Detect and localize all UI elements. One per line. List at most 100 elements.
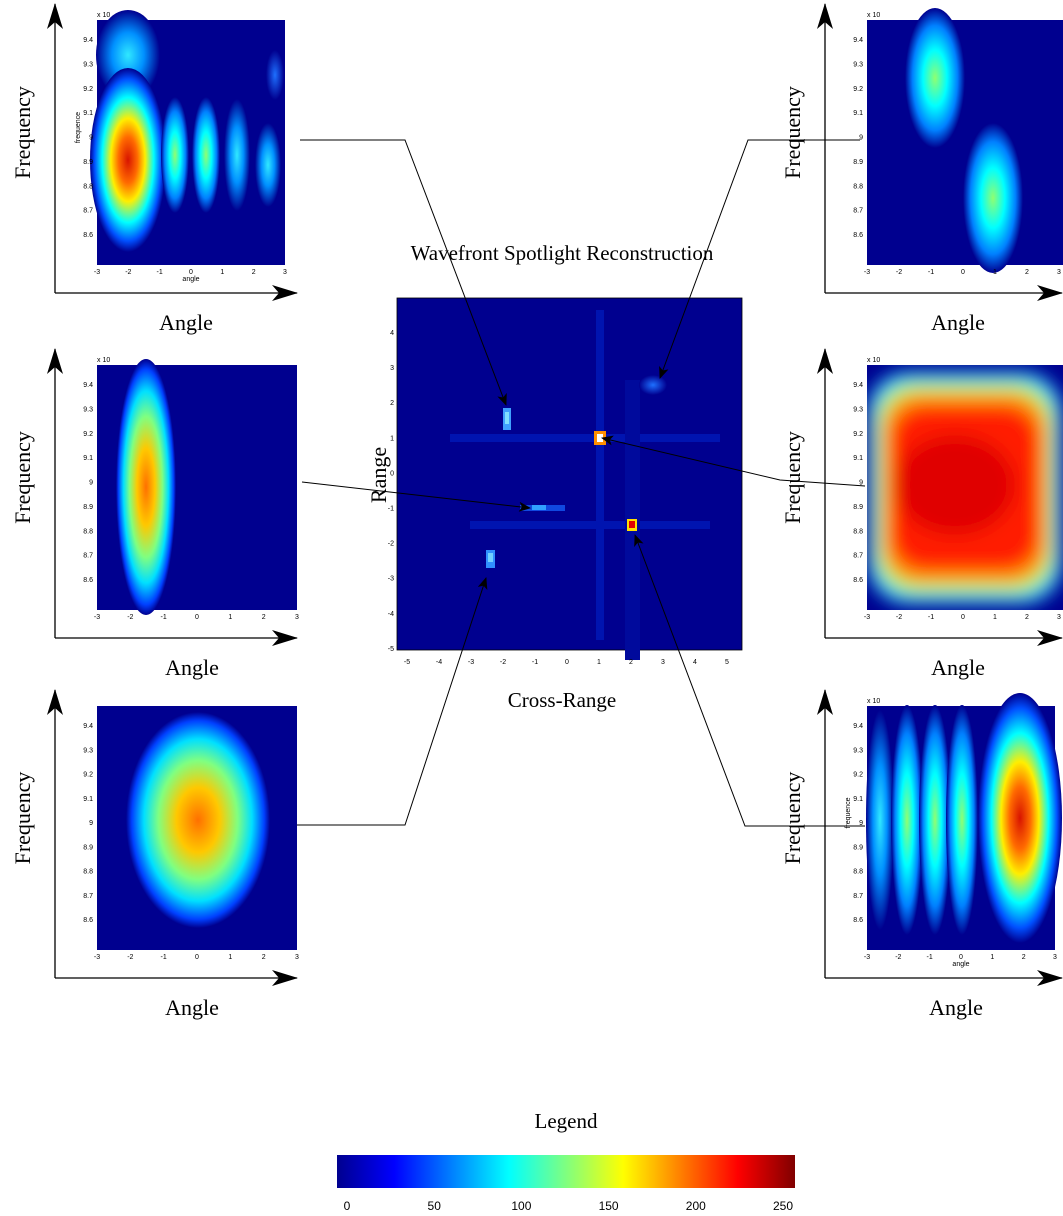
y-axis-label: Frequency bbox=[10, 431, 35, 524]
x-tick-label: 2 bbox=[629, 659, 633, 666]
x-tick-label: -1 bbox=[928, 269, 934, 276]
y-tick-label: -4 bbox=[388, 611, 394, 618]
x-axis-label: Angle bbox=[929, 995, 983, 1020]
y-tick-label: 9.4 bbox=[83, 723, 93, 730]
heatmap bbox=[97, 359, 297, 615]
y-tick-label: 9.2 bbox=[853, 86, 863, 93]
x-tick-label: 2 bbox=[262, 954, 266, 961]
x-axis-label: Angle bbox=[165, 655, 219, 680]
y-tick-label: 9.1 bbox=[853, 455, 863, 462]
x-tick-label: -2 bbox=[895, 954, 901, 961]
y-tick-label: 1 bbox=[390, 435, 394, 442]
y-tick-label: 9.3 bbox=[83, 406, 93, 413]
y-tick-label: 2 bbox=[390, 400, 394, 407]
exponent-label: x 10 bbox=[867, 357, 880, 364]
y-tick-label: -2 bbox=[388, 541, 394, 548]
y-tick-label: 9.1 bbox=[853, 110, 863, 117]
y-tick-label: 8.6 bbox=[83, 917, 93, 924]
cross-range-label: Cross-Range bbox=[508, 688, 617, 712]
x-tick-label: 2 bbox=[1025, 269, 1029, 276]
x-tick-label: 3 bbox=[1057, 614, 1061, 621]
y-tick-label: 8.7 bbox=[83, 553, 93, 560]
x-tick-label: -1 bbox=[532, 659, 538, 666]
y-tick-label: 9 bbox=[89, 480, 93, 487]
y-tick-label: 8.9 bbox=[853, 844, 863, 851]
y-tick-label: -1 bbox=[388, 506, 394, 513]
y-tick-label: 8.9 bbox=[83, 159, 93, 166]
legend-tick-label: 200 bbox=[686, 1199, 706, 1213]
x-tick-label: 3 bbox=[295, 614, 299, 621]
x-axis-label: Angle bbox=[165, 995, 219, 1020]
y-tick-label: 8.9 bbox=[853, 159, 863, 166]
y-tick-label: 8.6 bbox=[853, 577, 863, 584]
legend-tick-label: 100 bbox=[511, 1199, 531, 1213]
y-tick-label: 9.4 bbox=[83, 382, 93, 389]
y-axis-label: Frequency bbox=[10, 772, 35, 865]
x-tick-label: 3 bbox=[295, 954, 299, 961]
inner-x-label: angle bbox=[182, 276, 199, 283]
y-tick-label: 9 bbox=[89, 820, 93, 827]
y-tick-label: 8.9 bbox=[83, 844, 93, 851]
x-tick-label: 3 bbox=[1053, 954, 1057, 961]
y-tick-label: 8.8 bbox=[853, 528, 863, 535]
inner-x-label: angle bbox=[952, 961, 969, 968]
range-label: Range bbox=[366, 447, 391, 503]
x-tick-label: 0 bbox=[959, 954, 963, 961]
legend-tick-label: 0 bbox=[344, 1199, 351, 1213]
x-tick-label: 3 bbox=[283, 269, 287, 276]
y-tick-label: 9.1 bbox=[83, 455, 93, 462]
x-tick-label: -3 bbox=[94, 269, 100, 276]
x-tick-label: -2 bbox=[125, 269, 131, 276]
x-tick-label: 0 bbox=[565, 659, 569, 666]
x-tick-label: -1 bbox=[928, 614, 934, 621]
x-tick-label: -1 bbox=[161, 954, 167, 961]
y-tick-label: 9.1 bbox=[853, 796, 863, 803]
y-tick-label: 8.6 bbox=[83, 232, 93, 239]
x-tick-label: 1 bbox=[220, 269, 224, 276]
x-tick-label: 3 bbox=[661, 659, 665, 666]
y-tick-label: 9.2 bbox=[853, 431, 863, 438]
x-tick-label: -1 bbox=[161, 614, 167, 621]
x-tick-label: 1 bbox=[990, 954, 994, 961]
x-tick-label: -2 bbox=[896, 269, 902, 276]
y-tick-label: 9.4 bbox=[853, 723, 863, 730]
y-tick-label: 8.8 bbox=[83, 528, 93, 535]
y-tick-label: 9 bbox=[859, 820, 863, 827]
x-tick-label: -3 bbox=[94, 954, 100, 961]
y-tick-label: 9.4 bbox=[83, 37, 93, 44]
legend-tick-label: 50 bbox=[428, 1199, 442, 1213]
connector bbox=[300, 139, 507, 406]
y-axis-label: Frequency bbox=[780, 772, 805, 865]
y-tick-label: 9.2 bbox=[83, 772, 93, 779]
y-tick-label: 8.8 bbox=[83, 869, 93, 876]
x-tick-label: -2 bbox=[896, 614, 902, 621]
connector bbox=[301, 481, 531, 512]
x-axis-label: Angle bbox=[159, 310, 213, 335]
x-tick-label: -3 bbox=[94, 614, 100, 621]
y-tick-label: 8.7 bbox=[83, 893, 93, 900]
x-tick-label: 0 bbox=[961, 614, 965, 621]
x-tick-label: 1 bbox=[228, 614, 232, 621]
y-tick-label: 9.2 bbox=[83, 86, 93, 93]
y-tick-label: 9.3 bbox=[83, 747, 93, 754]
reconstruction-title: Wavefront Spotlight Reconstruction bbox=[411, 241, 714, 265]
x-tick-label: 1 bbox=[228, 954, 232, 961]
y-tick-label: 3 bbox=[390, 365, 394, 372]
x-tick-label: 0 bbox=[961, 269, 965, 276]
legend-tick-label: 150 bbox=[599, 1199, 619, 1213]
y-tick-label: 8.8 bbox=[853, 869, 863, 876]
x-tick-label: 0 bbox=[195, 614, 199, 621]
x-tick-label: -2 bbox=[127, 954, 133, 961]
y-tick-label: 8.7 bbox=[83, 208, 93, 215]
heatmap bbox=[867, 365, 1063, 610]
x-tick-label: -3 bbox=[864, 269, 870, 276]
heatmap bbox=[90, 10, 285, 265]
y-tick-label: 8.6 bbox=[853, 917, 863, 924]
x-tick-label: -3 bbox=[468, 659, 474, 666]
x-tick-label: 1 bbox=[993, 614, 997, 621]
y-tick-label: 9.2 bbox=[853, 772, 863, 779]
connector bbox=[297, 577, 488, 826]
legend-title: Legend bbox=[535, 1109, 598, 1133]
